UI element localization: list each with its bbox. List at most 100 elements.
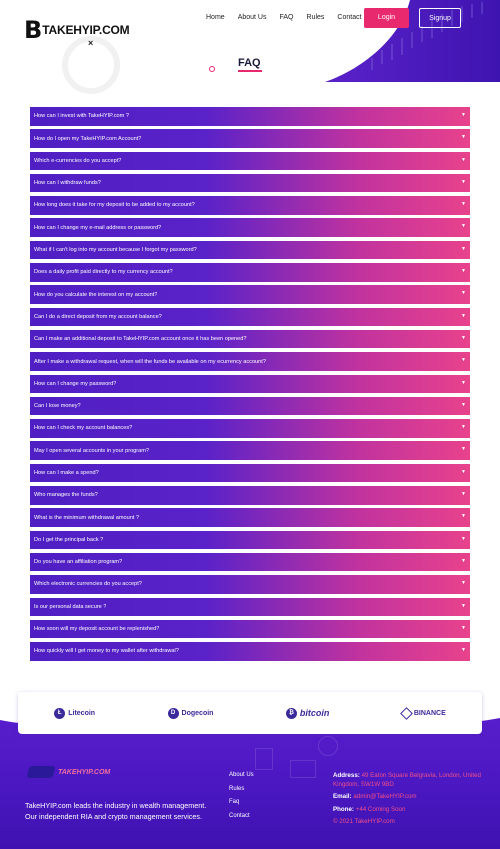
faq-item[interactable]: How do I open my TakeHYIP.com Account? ▼ (30, 129, 470, 148)
faq-item[interactable]: How can I withdraw funds? ▼ (30, 173, 470, 193)
chevron-down-icon: ▼ (461, 401, 466, 408)
footer-links: About Us Rules Faq Contact (229, 772, 254, 826)
faq-item[interactable]: Does a daily profit paid directly to my … (30, 263, 470, 282)
faq-question: What if I can't log into my account beca… (34, 247, 197, 254)
faq-item[interactable]: How can I invest with TakeHYIP.com ? ▼ (30, 107, 470, 126)
header-wave-decoration (325, 0, 500, 82)
chevron-down-icon: ▼ (461, 446, 466, 453)
partner-dogecoin[interactable]: D Dogecoin (167, 707, 214, 719)
partner-label: bitcoin (299, 708, 330, 718)
site-logo[interactable]: B TAKEHYIP.COM (24, 16, 130, 44)
contact-email: Email: admin@TakeHYIP.com (333, 793, 483, 802)
partner-binance[interactable]: BINANCE (400, 706, 446, 720)
faq-question: After I make a withdrawal request, when … (34, 358, 266, 365)
faq-question: How soon will my deposit account be repl… (34, 626, 160, 633)
footer-logo[interactable]: TAKEHYIP.COM (26, 766, 111, 778)
site-header: B TAKEHYIP.COM × Home About Us FAQ Rules… (0, 0, 500, 95)
nav-rules[interactable]: Rules (306, 14, 325, 21)
partners-bar: Ł Litecoin D Dogecoin ₿ bitcoin BINANCE (18, 692, 482, 734)
faq-item[interactable]: Which e-currencies do you accept? ▼ (30, 151, 470, 171)
faq-item[interactable]: Can I make an additional deposit to Take… (30, 329, 470, 349)
address-label: Address: (333, 772, 360, 779)
partner-label: Dogecoin (181, 709, 214, 717)
faq-item[interactable]: Can I lose money? ▼ (30, 396, 470, 416)
footer-link-faq[interactable]: Faq (229, 799, 240, 805)
close-icon[interactable]: × (88, 38, 94, 48)
phone-value: +44 Coming Soon (355, 805, 406, 813)
logo-text: TAKEHYIP.COM (42, 23, 130, 37)
email-label: Email: (333, 793, 352, 800)
chevron-down-icon: ▼ (461, 491, 466, 498)
faq-question: Can I make an additional deposit to Take… (34, 336, 247, 343)
mail-decoration (290, 760, 316, 778)
email-value[interactable]: admin@TakeHYIP.com (353, 793, 417, 800)
footer-link-rules[interactable]: Rules (229, 785, 245, 792)
chevron-down-icon: ▼ (461, 112, 466, 118)
faq-item[interactable]: Who manages the funds? ▼ (30, 486, 470, 505)
binance-icon (400, 706, 413, 720)
partner-litecoin[interactable]: Ł Litecoin (54, 707, 96, 719)
faq-question: How can I invest with TakeHYIP.com ? (34, 113, 129, 120)
faq-item[interactable]: How long does it take for my deposit to … (30, 196, 470, 215)
nav-faq[interactable]: FAQ (279, 14, 294, 21)
logo-mark: B (24, 16, 42, 44)
chevron-down-icon: ▼ (461, 268, 466, 275)
faq-item[interactable]: How can I make a spend? ▼ (30, 463, 470, 483)
faq-item[interactable]: What is the minimum withdrawal amount ? ▼ (30, 508, 470, 527)
faq-item[interactable]: After I make a withdrawal request, when … (30, 352, 470, 371)
faq-item[interactable]: Do I get the principal back ? ▼ (30, 530, 470, 550)
contact-address: Address: 49 Eaton Square Belgravia, Lond… (333, 772, 483, 789)
chevron-down-icon: ▼ (461, 178, 466, 185)
footer-link-about-us[interactable]: About Us (229, 772, 254, 778)
chevron-down-icon: ▼ (461, 424, 466, 431)
faq-item[interactable]: Which electronic currencies do you accep… (30, 575, 470, 594)
footer-description: TakeHYIP.com leads the industry in wealt… (25, 801, 207, 821)
faq-question: How can I make a spend? (34, 470, 99, 476)
faq-item[interactable]: Is our personal data secure ? ▼ (30, 597, 470, 617)
chevron-down-icon: ▼ (461, 379, 466, 386)
faq-question: What is the minimum withdrawal amount ? (34, 514, 140, 521)
login-button[interactable]: Login (364, 8, 409, 28)
faq-item[interactable]: How quickly will I get money to my walle… (30, 642, 470, 661)
page-title: FAQ (238, 57, 261, 69)
chevron-down-icon: ▼ (461, 602, 466, 609)
faq-item[interactable]: May I open several accounts in your prog… (30, 441, 470, 460)
partner-label: Litecoin (68, 709, 96, 717)
chevron-down-icon: ▼ (461, 580, 466, 587)
footer-logo-text: TAKEHYIP.COM (58, 768, 111, 776)
contact-phone: Phone: +44 Coming Soon (333, 806, 483, 815)
faq-item[interactable]: How can I change my e-mail address or pa… (30, 218, 470, 237)
server-decoration (255, 748, 273, 770)
faq-question: Which e-currencies do you accept? (34, 157, 122, 164)
ring-decoration (62, 36, 120, 94)
nav-about-us[interactable]: About Us (237, 14, 267, 21)
nav-home[interactable]: Home (206, 14, 225, 21)
chevron-down-icon: ▼ (461, 134, 466, 141)
litecoin-icon: Ł (54, 707, 66, 719)
faq-question: Do I get the principal back ? (34, 536, 104, 543)
faq-list: How can I invest with TakeHYIP.com ? ▼ How… (30, 107, 470, 664)
main-nav: Home About Us FAQ Rules Contact (206, 14, 375, 21)
faq-question: How do you calculate the interest on my … (34, 291, 158, 298)
faq-question: How can I withdraw funds? (34, 180, 101, 187)
chevron-down-icon: ▼ (461, 357, 466, 364)
faq-question: Which electronic currencies do you accep… (34, 581, 142, 588)
faq-item[interactable]: Can I do a direct deposit from my accoun… (30, 307, 470, 327)
faq-question: Do you have an affiliation program? (34, 559, 123, 566)
faq-item[interactable]: Do you have an affiliation program? ▼ (30, 552, 470, 572)
faq-item[interactable]: What if I can't log into my account beca… (30, 240, 470, 260)
nav-contact[interactable]: Contact (337, 14, 362, 21)
partner-bitcoin[interactable]: ₿ bitcoin (285, 707, 330, 719)
faq-item[interactable]: How can I check my account balances? ▼ (30, 419, 470, 438)
footer-logo-mark (26, 766, 56, 778)
faq-question: How can I change my e-mail address or pa… (34, 224, 162, 231)
faq-item[interactable]: How do you calculate the interest on my … (30, 285, 470, 304)
faq-question: How quickly will I get money to my walle… (34, 648, 179, 655)
footer-link-contact[interactable]: Contact (229, 812, 250, 819)
chevron-down-icon: ▼ (461, 535, 466, 542)
footer-contact: Address: 49 Eaton Square Belgravia, Lond… (333, 772, 483, 827)
signup-button[interactable]: Signup (419, 8, 461, 28)
faq-item[interactable]: How soon will my deposit account be repl… (30, 619, 470, 639)
faq-item[interactable]: How can I change my password? ▼ (30, 374, 470, 394)
